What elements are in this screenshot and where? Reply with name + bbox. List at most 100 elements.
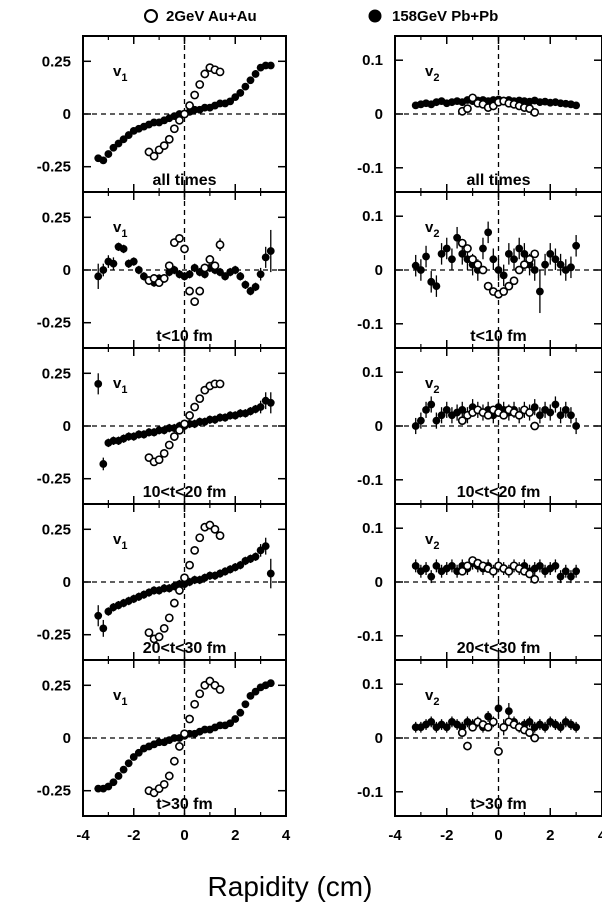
data-point-open [488, 717, 498, 727]
data-point-open [499, 722, 509, 732]
x-tick-label: 0 [180, 827, 188, 844]
data-point-filled [422, 564, 430, 573]
data-point-open [468, 254, 478, 264]
data-point-open [530, 249, 540, 259]
y-tick-label: 0.1 [362, 208, 383, 225]
data-point-open [457, 238, 467, 248]
y-tick-label: 0 [375, 106, 383, 123]
data-point-filled [185, 270, 194, 279]
data-point-filled [432, 282, 441, 291]
data-point-filled [266, 61, 275, 70]
data-point-open [468, 722, 478, 732]
data-point-open [190, 90, 200, 100]
data-point-filled [246, 76, 255, 85]
y-tick-label: 0.1 [362, 676, 383, 693]
data-point-open [164, 134, 174, 144]
data-point-filled [427, 717, 436, 726]
data-point-open [519, 260, 529, 270]
series-pb-pb [411, 700, 581, 736]
data-point-filled [266, 247, 275, 255]
data-point-filled [241, 82, 250, 91]
data-point-open [483, 722, 493, 732]
data-point-filled [567, 263, 575, 272]
y-tick-label: 0 [375, 262, 383, 279]
y-tick-label: 0.25 [42, 521, 71, 538]
y-tick-label: 0 [375, 730, 383, 747]
series-au-au [457, 93, 540, 117]
legend-filled-marker [368, 9, 382, 23]
data-point-filled [422, 405, 430, 414]
variable-label: v1 [113, 219, 127, 240]
data-point-filled [448, 561, 456, 570]
data-point-open [525, 728, 534, 738]
data-point-filled [536, 561, 544, 570]
data-point-open [478, 265, 488, 275]
data-point-open [144, 628, 154, 637]
data-point-open [159, 274, 169, 283]
data-point-filled [261, 253, 270, 262]
data-point-open [463, 244, 472, 253]
data-point-open [164, 771, 174, 781]
data-point-open [457, 566, 467, 576]
data-point-open [175, 233, 184, 243]
series-au-au [457, 717, 540, 756]
panel-v2-5: 0.1 0 -0.1 v2 t>30 fm [357, 659, 602, 817]
data-point-filled [551, 400, 560, 409]
series-au-au [457, 556, 540, 584]
data-point-open [215, 531, 225, 541]
x-tick-label: 0 [494, 827, 502, 844]
panel-v1-1: 0.25 0 -0.25 v1 all times [37, 35, 287, 193]
data-point-open [514, 410, 524, 420]
data-point-open [525, 408, 534, 417]
data-point-filled [109, 259, 118, 268]
y-tick-label: -0.1 [357, 472, 383, 489]
data-point-filled [251, 70, 260, 78]
data-point-filled [489, 255, 498, 264]
y-tick-label: 0 [63, 730, 71, 747]
data-point-open [154, 632, 164, 642]
data-point-filled [437, 249, 446, 258]
data-point-filled [458, 249, 467, 258]
data-point-open [185, 560, 194, 570]
data-point-open [463, 741, 472, 751]
panel-v1-5: 0.25 0 -0.25 v1 t>30 fm [37, 659, 287, 817]
data-point-filled [256, 270, 265, 279]
data-point-open [195, 394, 205, 403]
y-tick-label: 0 [63, 574, 71, 591]
data-point-filled [442, 723, 451, 732]
data-point-filled [437, 411, 446, 420]
data-point-open [159, 449, 169, 458]
data-point-open [159, 779, 169, 789]
data-point-open [195, 533, 205, 543]
data-point-filled [448, 255, 456, 264]
panel-v2-4: 0.1 0 -0.1 v2 20<t<30 fm [357, 503, 602, 661]
data-point-open [190, 402, 200, 412]
data-point-filled [546, 249, 555, 258]
data-point-open [164, 440, 174, 450]
data-point-open [185, 101, 194, 110]
series-au-au [144, 520, 225, 644]
data-point-open [210, 524, 220, 534]
x-tick-label: 4 [282, 827, 291, 844]
data-point-filled [510, 255, 518, 264]
data-point-filled [231, 715, 240, 723]
data-point-open [190, 699, 200, 709]
y-tick-label: -0.25 [37, 627, 71, 644]
data-point-filled [104, 150, 113, 158]
data-point-open [175, 742, 184, 751]
y-tick-label: -0.25 [37, 471, 71, 488]
data-point-filled [94, 272, 103, 281]
y-tick-label: 0.1 [362, 520, 383, 537]
data-point-open [530, 107, 540, 117]
data-point-filled [266, 679, 275, 688]
y-tick-label: -0.1 [357, 160, 383, 177]
series-pb-pb [411, 221, 581, 314]
panel-time-label: t>30 fm [470, 796, 526, 813]
data-point-filled [94, 379, 103, 388]
data-point-open [525, 254, 534, 264]
data-point-open [499, 410, 509, 420]
data-point-open [159, 141, 169, 151]
series-pb-pb [94, 229, 275, 296]
data-point-filled [236, 708, 245, 717]
